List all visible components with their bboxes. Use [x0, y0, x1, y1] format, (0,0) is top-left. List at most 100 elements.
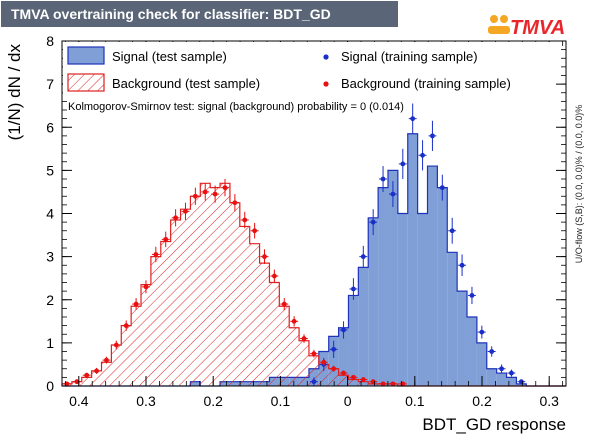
y-axis-label: (1/N) dN / dx	[5, 44, 24, 141]
signal-test-bar	[358, 267, 369, 386]
signal-training-point	[341, 327, 346, 333]
logo-text: TMVA	[510, 17, 565, 39]
background-test-bar	[269, 282, 280, 386]
background-training-point	[291, 318, 297, 324]
background-test-bar	[131, 306, 142, 386]
signal-test-bar	[486, 368, 497, 386]
legend-right-bg	[306, 42, 552, 97]
background-training-point	[380, 381, 386, 387]
background-training-point	[301, 336, 307, 341]
background-test-histogram	[61, 182, 566, 387]
background-training-point	[163, 236, 169, 242]
background-test-bar	[190, 196, 201, 386]
legend-background-test-label: Background (test sample)	[112, 76, 260, 91]
background-test-bar	[348, 379, 359, 386]
legend-signal-test-swatch	[67, 46, 105, 65]
signal-training-point	[430, 133, 435, 139]
signal-test-bar	[447, 252, 458, 386]
background-test-bar	[318, 364, 329, 386]
signal-test-bar	[378, 187, 388, 386]
signal-training-point	[449, 228, 455, 234]
signal-test-bar	[467, 317, 477, 386]
legend-background-test-swatch	[67, 73, 105, 92]
signal-test-bar	[368, 217, 379, 386]
signal-training-point	[380, 176, 386, 182]
y-tick-label: 3	[46, 249, 54, 265]
x-tick-label: 0.2	[472, 393, 492, 409]
legend-background-train-marker	[323, 81, 329, 87]
x-tick-label: 0.1	[271, 393, 291, 409]
background-test-bar	[121, 325, 132, 386]
tmva-logo: TMVA	[488, 15, 565, 39]
signal-training-point	[479, 329, 485, 335]
background-training-point	[281, 301, 287, 307]
background-training-point	[143, 284, 149, 290]
background-test-bar	[358, 381, 369, 386]
background-test-bar	[150, 256, 161, 386]
logo-dots-icon	[488, 15, 510, 34]
signal-training-point	[390, 191, 396, 197]
signal-test-bar	[457, 291, 468, 386]
overflow-text: U/O-flow (S,B): (0.0, 0.0)% / (0.0, 0.0)…	[574, 104, 584, 264]
y-tick-label: 2	[46, 292, 54, 308]
background-training-point	[360, 377, 366, 382]
signal-training-point	[420, 152, 425, 158]
signal-test-bar	[328, 336, 339, 386]
background-training-point	[113, 342, 119, 348]
y-tick-label: 5	[46, 162, 54, 178]
background-training-point	[192, 193, 198, 199]
background-test-bar	[249, 243, 260, 386]
background-test-bar	[141, 284, 151, 386]
signal-test-bar	[397, 213, 408, 386]
signal-training-point	[400, 161, 406, 167]
background-training-point	[84, 372, 90, 378]
background-training-point	[321, 359, 327, 365]
ks-test-text: Kolmogorov-Smirnov test: signal (backgro…	[68, 101, 404, 113]
background-training-point	[252, 228, 258, 234]
background-test-bar	[160, 241, 171, 386]
background-training-point	[311, 351, 317, 357]
signal-training-point	[311, 379, 317, 385]
x-tick-label: 0.2	[203, 393, 223, 409]
x-tick-label: 0.3	[136, 393, 156, 409]
background-training-point	[390, 381, 396, 387]
background-test-bar	[170, 219, 181, 386]
background-training-point	[104, 357, 109, 363]
signal-training-point	[439, 185, 445, 191]
x-axis-label: BDT_GD response	[422, 415, 566, 434]
signal-training-point	[459, 262, 465, 268]
background-test-bar	[81, 377, 92, 386]
background-test-bar	[180, 209, 191, 386]
signal-test-bar	[516, 383, 527, 386]
background-training-point	[212, 191, 218, 197]
background-training-point	[123, 323, 129, 329]
signal-training-point	[518, 379, 524, 385]
y-tick-label: 8	[46, 33, 54, 49]
signal-training-point	[489, 349, 495, 354]
background-test-bar	[101, 362, 112, 386]
background-training-point	[242, 217, 248, 223]
axes: 0 1 2 3 4 5 6 7 8 0.4 0.3 0.2 0.1 0 0.1 0.2 0.3 BDT_GD re…	[5, 33, 567, 434]
signal-training-point	[331, 346, 337, 352]
background-test-bar	[279, 306, 290, 386]
signal-test-bar	[476, 342, 487, 386]
background-training-point	[222, 185, 228, 191]
background-training-point	[262, 254, 267, 260]
x-tick-label: 0.3	[539, 393, 559, 409]
background-training-point	[74, 379, 80, 385]
legend-signal-train-label: Signal (training sample)	[341, 49, 478, 64]
background-training-point	[331, 366, 337, 372]
background-test-bar	[308, 355, 319, 386]
background-test-bar	[111, 345, 122, 386]
background-training-point	[153, 252, 159, 257]
background-training-point	[94, 368, 99, 374]
background-test-bar	[289, 327, 300, 386]
signal-test-bar	[348, 295, 359, 386]
signal-test-bar	[338, 327, 349, 386]
signal-training-point	[360, 254, 366, 260]
background-test-bar	[91, 370, 102, 386]
background-test-bar	[259, 263, 270, 386]
signal-test-bar	[506, 377, 517, 386]
signal-training-point	[370, 219, 376, 225]
background-test-bar	[368, 383, 379, 386]
